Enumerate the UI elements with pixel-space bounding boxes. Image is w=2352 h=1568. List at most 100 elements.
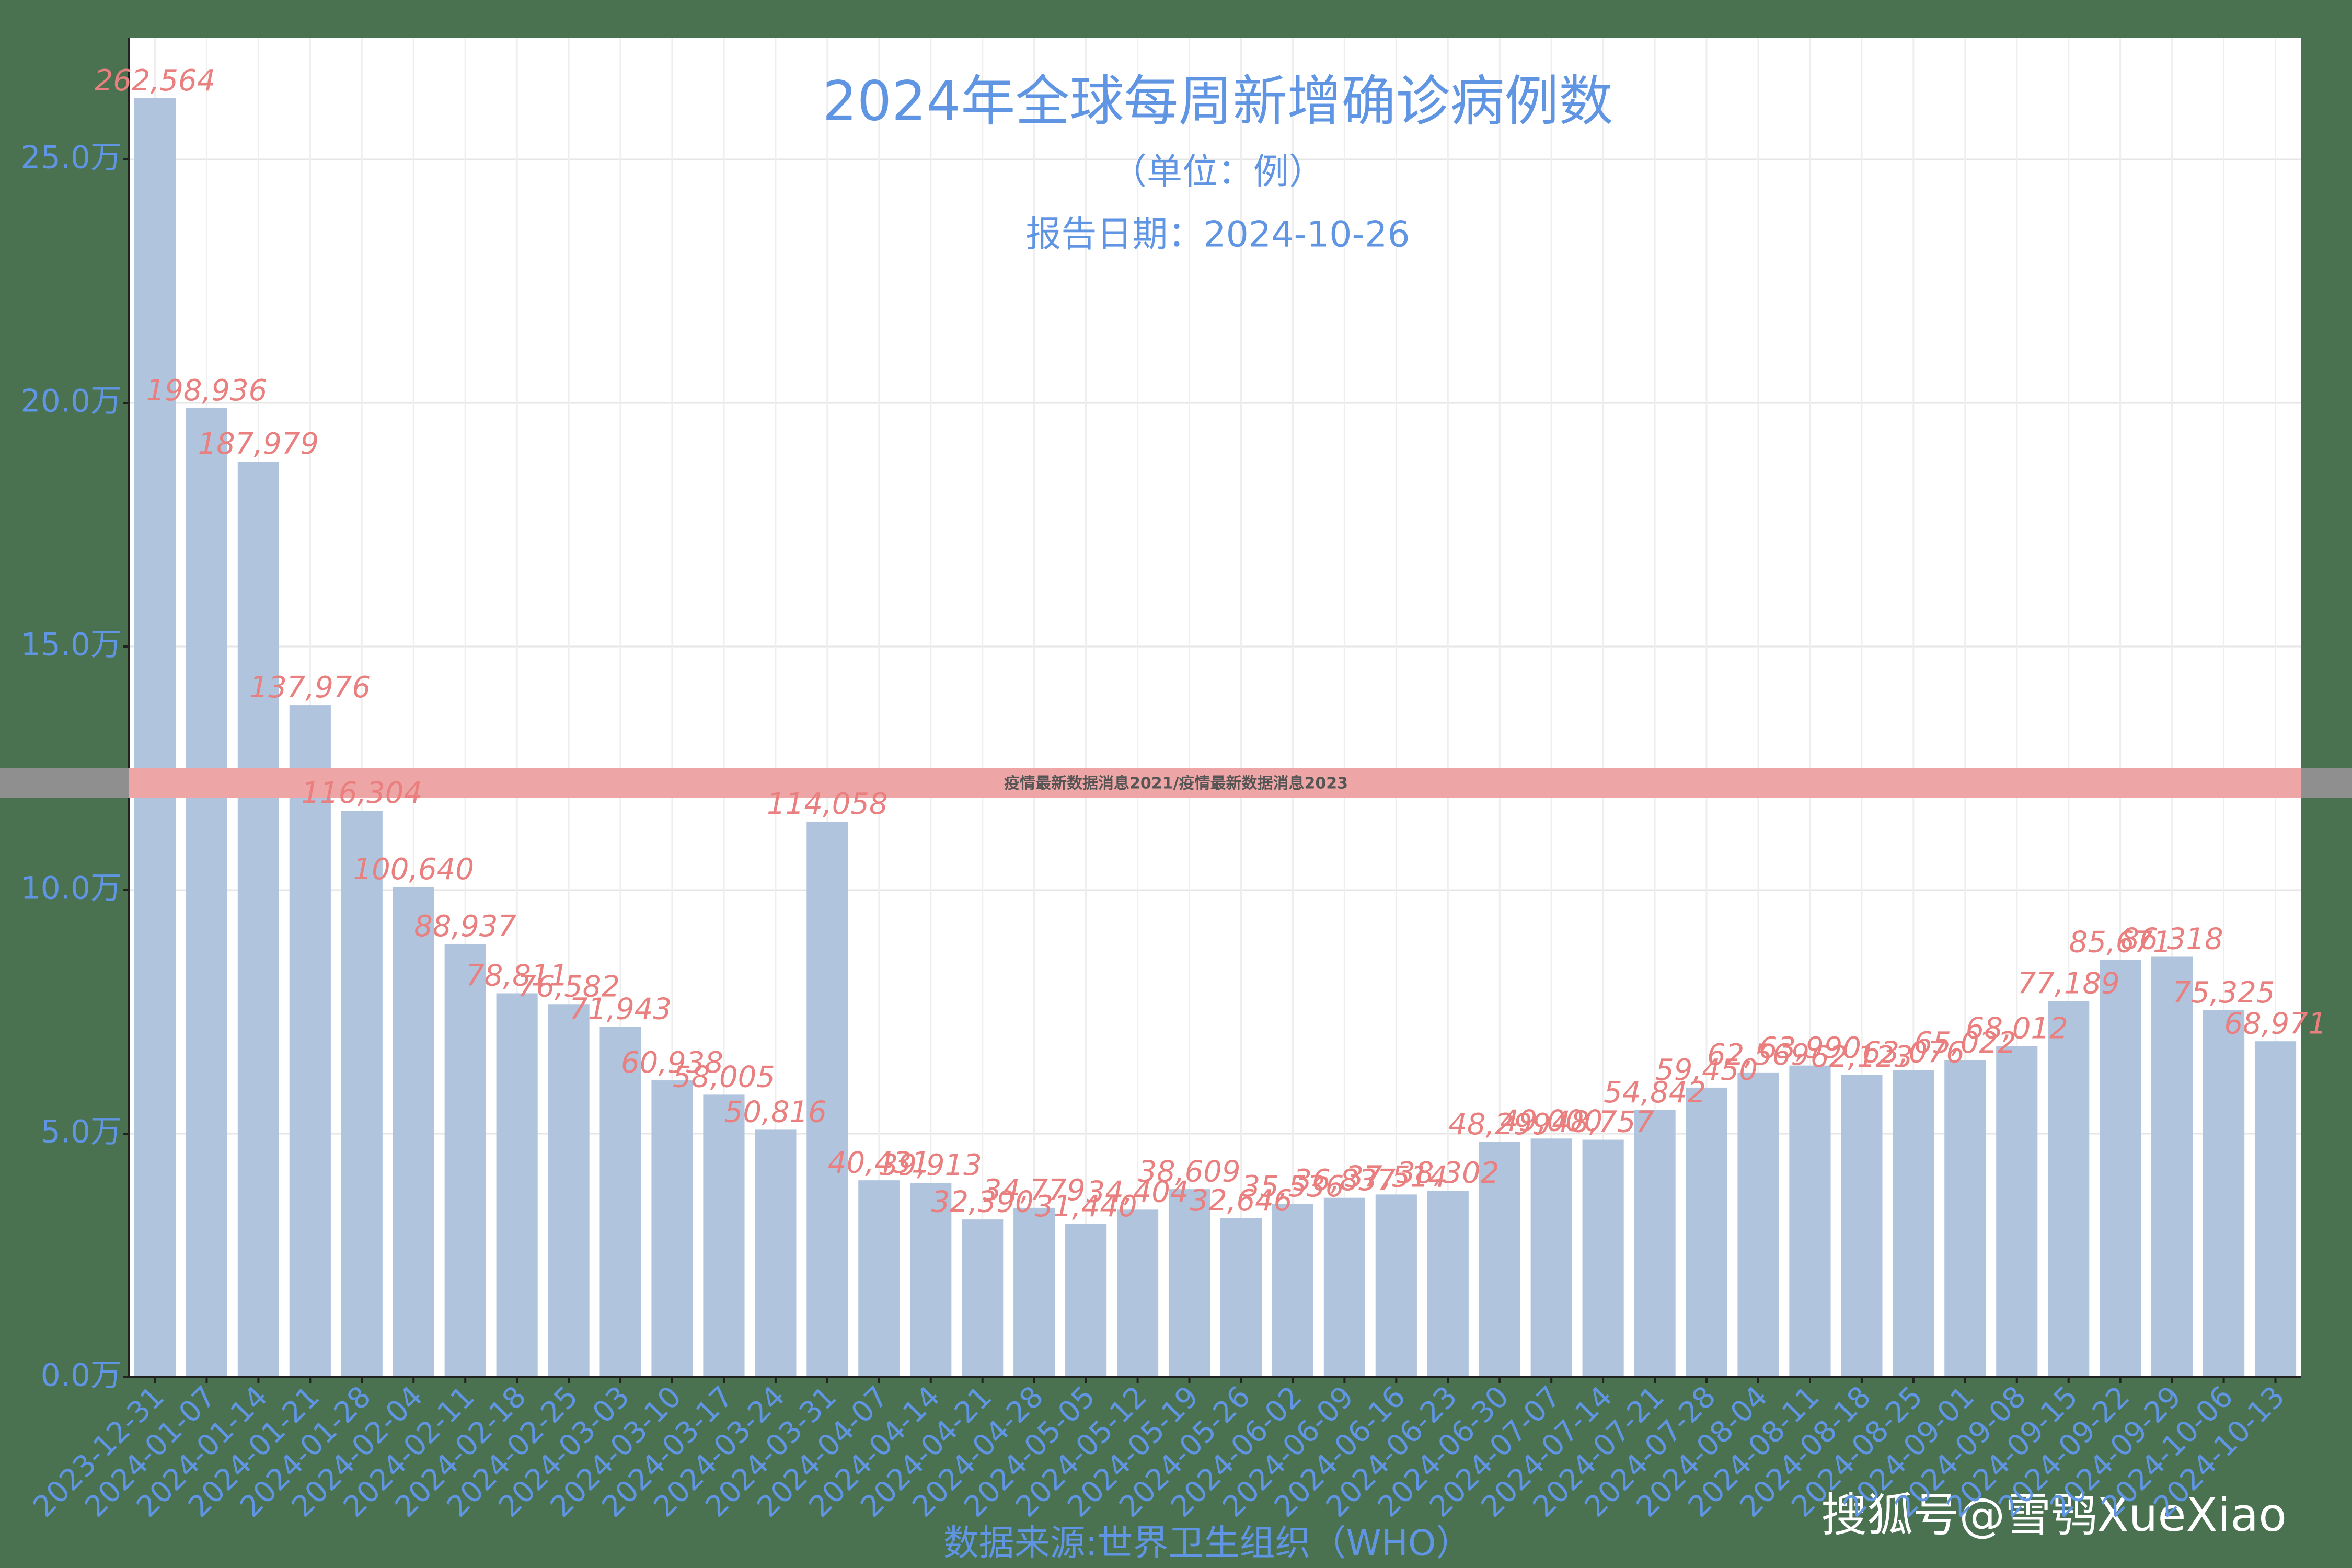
value-label: 32,646 <box>1190 1184 1292 1218</box>
bar <box>1323 1197 1365 1377</box>
value-label: 37,514 <box>1345 1160 1447 1194</box>
value-label: 34,779 <box>983 1173 1086 1207</box>
value-label: 54,842 <box>1604 1076 1706 1110</box>
value-label: 49,000 <box>1500 1104 1602 1138</box>
value-label: 31,440 <box>1035 1190 1137 1224</box>
bar <box>755 1129 797 1377</box>
bar <box>806 821 848 1377</box>
bar <box>1893 1070 1934 1377</box>
bar <box>858 1180 900 1377</box>
value-label: 86,318 <box>2121 923 2223 956</box>
x-axis-label: 数据来源:世界卫生组织（WHO） <box>943 1523 1472 1564</box>
value-label: 68,971 <box>2224 1007 2327 1041</box>
value-label: 137,976 <box>250 671 371 705</box>
value-label: 60,938 <box>621 1046 723 1080</box>
watermark: 搜狐号@雪鸮XueXiao <box>1821 1488 2287 1542</box>
value-label: 38,302 <box>1397 1156 1499 1190</box>
bar <box>910 1183 952 1377</box>
bar <box>393 887 434 1377</box>
bar <box>1582 1139 1624 1377</box>
value-label: 114,058 <box>767 787 888 821</box>
y-tick-label: 20.0万 <box>20 383 122 420</box>
value-label: 78,811 <box>466 959 568 993</box>
bar <box>2254 1041 2297 1377</box>
bar <box>548 1004 590 1377</box>
bar <box>2100 960 2141 1377</box>
bar <box>1065 1224 1107 1377</box>
y-tick-label: 10.0万 <box>20 870 122 907</box>
value-label: 198,936 <box>146 374 268 408</box>
value-label: 40,431 <box>828 1146 930 1180</box>
bar <box>1375 1194 1417 1377</box>
banner <box>129 768 2301 798</box>
bar <box>2203 1010 2245 1377</box>
value-label: 62,569 <box>1707 1038 1809 1072</box>
bar <box>237 462 279 1378</box>
value-label: 34,404 <box>1087 1175 1189 1209</box>
plot-area <box>129 38 2301 1377</box>
value-label: 71,943 <box>569 993 672 1027</box>
bar <box>341 811 383 1377</box>
value-label: 36,837 <box>1293 1163 1396 1197</box>
bar <box>1427 1191 1469 1377</box>
bar <box>134 98 176 1377</box>
y-tick-label: 15.0万 <box>20 627 122 663</box>
bar <box>1634 1110 1676 1377</box>
value-label: 88,937 <box>414 909 516 943</box>
bar <box>2048 1001 2090 1377</box>
bar <box>1272 1204 1314 1377</box>
bar <box>1841 1075 1883 1377</box>
value-label: 62,123 <box>1811 1040 1913 1074</box>
chart-subtitle: （单位：例） <box>1111 152 1324 193</box>
bar <box>1116 1209 1159 1377</box>
bar <box>444 944 486 1377</box>
bar <box>1479 1142 1520 1377</box>
y-tick-label: 25.0万 <box>20 140 122 176</box>
value-label: 63,076 <box>1862 1035 1965 1069</box>
value-label: 116,304 <box>301 776 422 810</box>
bar <box>1530 1138 1572 1377</box>
value-label: 59,450 <box>1655 1053 1758 1087</box>
value-label: 48,299 <box>1448 1108 1551 1142</box>
bar <box>289 705 331 1377</box>
chart-title: 2024年全球每周新增确诊病例数 <box>823 69 1613 133</box>
bar <box>1944 1060 1986 1377</box>
bar <box>703 1094 745 1377</box>
value-label: 85,671 <box>2069 926 2172 960</box>
bar <box>1996 1046 2038 1377</box>
y-tick-label: 0.0万 <box>41 1357 122 1394</box>
bar <box>1168 1189 1210 1377</box>
value-label: 262,564 <box>95 64 216 98</box>
bar <box>1220 1218 1262 1377</box>
report-date: 报告日期：2024-10-26 <box>1025 214 1410 256</box>
bar <box>496 993 538 1377</box>
bar <box>1013 1207 1055 1377</box>
value-label: 35,536 <box>1241 1170 1344 1204</box>
bar <box>651 1080 693 1377</box>
value-label: 100,640 <box>353 852 474 886</box>
value-label: 65,022 <box>1914 1026 2016 1060</box>
y-tick-label: 5.0万 <box>41 1114 122 1150</box>
banner-text: 疫情最新数据消息2021/疫情最新数据消息2023 <box>1004 775 1348 793</box>
value-label: 68,012 <box>1966 1011 2068 1045</box>
bar <box>1789 1065 1831 1377</box>
bar <box>2151 956 2193 1377</box>
value-label: 38,609 <box>1138 1155 1241 1189</box>
value-label: 39,913 <box>880 1148 982 1182</box>
value-label: 48,757 <box>1552 1105 1654 1139</box>
value-label: 58,005 <box>673 1060 775 1094</box>
value-label: 187,979 <box>198 427 319 461</box>
bar <box>599 1027 641 1377</box>
value-label: 50,816 <box>724 1096 827 1129</box>
value-label: 63,990 <box>1759 1031 1861 1065</box>
value-label: 75,325 <box>2173 976 2275 1010</box>
bar <box>962 1219 1004 1377</box>
bar <box>186 408 228 1377</box>
value-label: 76,582 <box>517 970 620 1004</box>
bar <box>1737 1072 1779 1377</box>
bar <box>1686 1087 1727 1377</box>
value-label: 32,390 <box>931 1185 1034 1219</box>
value-label: 77,189 <box>2017 967 2120 1001</box>
